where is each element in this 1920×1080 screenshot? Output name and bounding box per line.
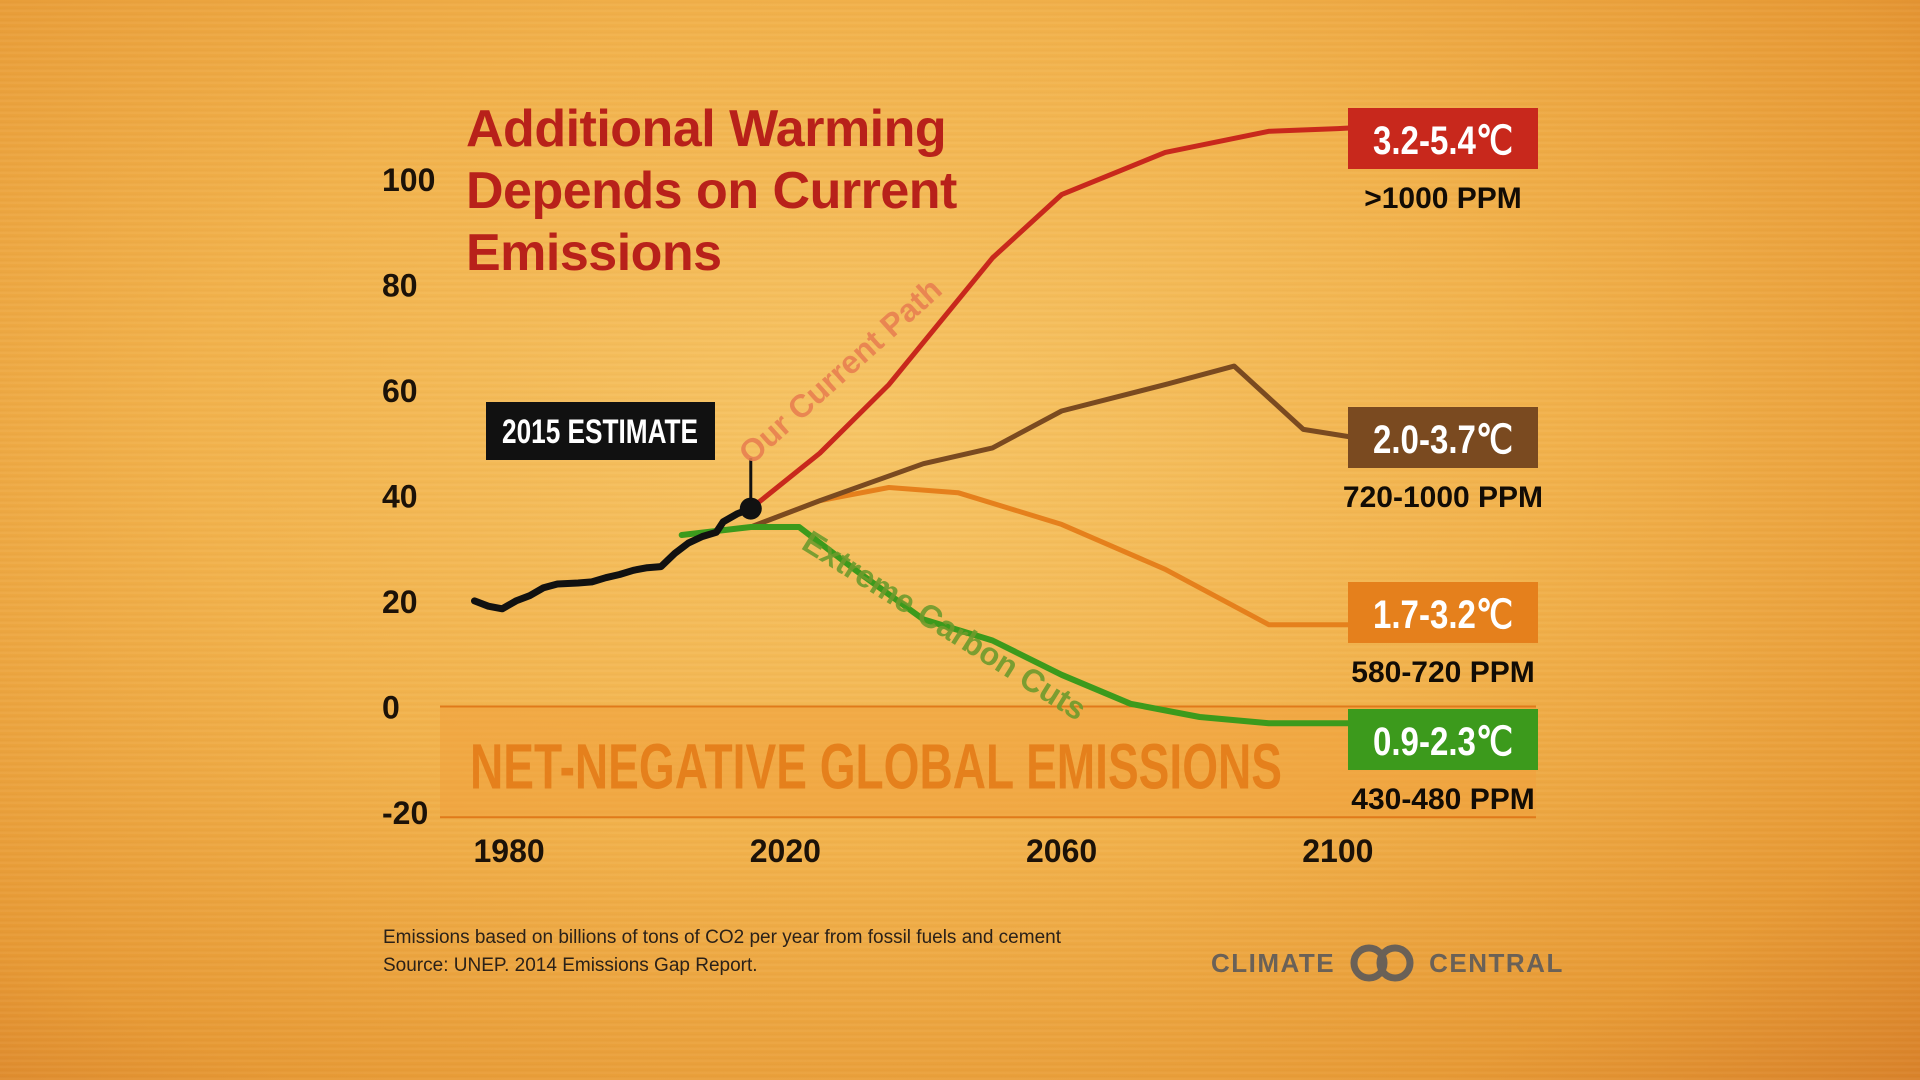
- y-tick-label: 40: [382, 478, 418, 514]
- legend-temp-mid-low: 1.7-3.2℃: [1373, 593, 1513, 637]
- legend-temp-current-path: 3.2-5.4℃: [1373, 119, 1513, 163]
- series-line-current-path: [748, 123, 1389, 512]
- x-tick-label: 2100: [1302, 833, 1373, 869]
- x-tick-label: 2020: [750, 833, 821, 869]
- y-tick-label: 20: [382, 584, 418, 620]
- legend-temp-mid-high: 2.0-3.7℃: [1373, 418, 1513, 462]
- net-negative-label: NET-NEGATIVE GLOBAL EMISSIONS: [470, 730, 1282, 802]
- estimate-callout-box: [486, 402, 715, 460]
- logo-left-word: CLIMATE: [1211, 947, 1336, 978]
- title-line: Depends on Current: [466, 162, 957, 220]
- title-line: Additional Warming: [466, 100, 947, 158]
- legend-ppm-current-path: >1000 PPM: [1364, 182, 1522, 215]
- series-line-mid-high: [679, 363, 1389, 538]
- series-line-mid-low: [679, 485, 1389, 628]
- chart-title: Additional Warming Depends on Current Em…: [466, 98, 1086, 284]
- estimate-dot: [739, 497, 762, 520]
- legend-temp-cuts: 0.9-2.3℃: [1373, 720, 1513, 764]
- legend-ppm-mid-low: 580-720 PPM: [1351, 656, 1534, 689]
- legend-box-mid-low: [1348, 582, 1538, 643]
- y-tick-label: 100: [382, 162, 435, 198]
- logo-right-word: CENTRAL: [1429, 947, 1564, 978]
- legend-ppm-cuts: 430-480 PPM: [1351, 783, 1534, 816]
- footnote-line: Source: UNEP. 2014 Emissions Gap Report.: [383, 955, 758, 976]
- history-line: [471, 505, 755, 613]
- title-line: Emissions: [466, 224, 722, 282]
- x-tick-label: 1980: [473, 833, 544, 869]
- carbon-cuts-label: Extreme Carbon Cuts: [796, 523, 1093, 727]
- y-tick-label: 60: [382, 373, 418, 409]
- climate-central-logo: CLIMATE CENTRAL: [1211, 940, 1564, 986]
- y-tick-label: 0: [382, 689, 400, 725]
- estimate-callout-label: 2015 ESTIMATE: [502, 413, 698, 451]
- x-tick-label: 2060: [1026, 833, 1097, 869]
- series-line-cuts: [678, 524, 1390, 727]
- climate-central-rings-icon: [1350, 944, 1414, 982]
- y-tick-label: 80: [382, 267, 418, 303]
- legend-ppm-mid-high: 720-1000 PPM: [1343, 481, 1543, 514]
- source-footnote: Emissions based on billions of tons of C…: [383, 924, 1061, 980]
- footnote-line: Emissions based on billions of tons of C…: [383, 927, 1061, 948]
- legend-box-mid-high: [1348, 407, 1538, 468]
- legend-box-cuts: [1348, 709, 1538, 770]
- y-tick-label: -20: [382, 795, 428, 831]
- current-path-label: Our Current Path: [732, 271, 949, 471]
- legend-box-current-path: [1348, 108, 1538, 169]
